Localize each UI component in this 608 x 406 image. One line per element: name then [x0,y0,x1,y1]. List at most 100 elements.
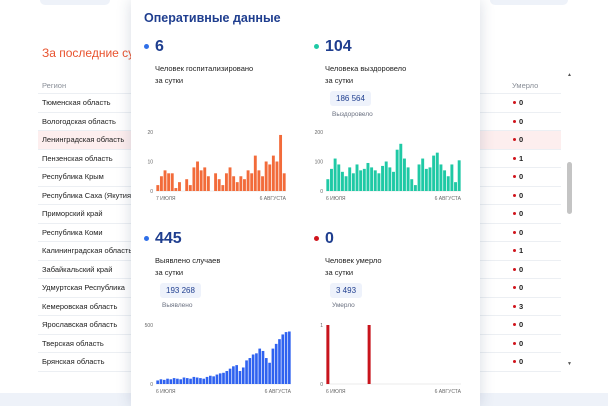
chart-bar[interactable] [351,173,355,191]
chart-bar[interactable] [203,167,207,191]
table-row[interactable]: Тверская область 0 [38,335,561,353]
chart-bar[interactable] [373,170,377,191]
chart-bar[interactable] [225,371,229,384]
chart-bar[interactable] [196,161,199,192]
chart-bar[interactable] [232,176,236,191]
chart-bar[interactable] [432,155,436,191]
chart-bar[interactable] [246,170,250,191]
chart-bar[interactable] [348,167,352,191]
chart-bar[interactable] [163,170,167,191]
chart-bar[interactable] [228,167,232,191]
chart-bar[interactable] [212,376,215,384]
chart-bar[interactable] [410,179,414,191]
table-row[interactable]: Республика Коми 0 [38,224,561,242]
chart-bar[interactable] [281,334,285,384]
table-row[interactable]: Кемеровская область 3 [38,298,561,316]
chart-bar[interactable] [271,348,275,384]
chart-bar[interactable] [261,350,265,384]
chart-bar[interactable] [381,165,385,191]
chart-bar[interactable] [435,152,439,191]
table-row[interactable]: Тюменская область 0 [38,94,561,112]
chart-bar[interactable] [326,179,330,191]
chart-bar[interactable] [344,176,348,191]
chart-bar[interactable] [179,379,183,384]
chart-bar[interactable] [162,379,166,384]
chart-bar[interactable] [192,167,196,191]
chart-bar[interactable] [251,354,255,385]
chart-bar[interactable] [279,134,283,191]
chart-bar[interactable] [241,367,245,384]
chart-bar[interactable] [170,173,174,191]
chart-bar[interactable] [268,362,271,384]
chart-bar[interactable] [221,185,225,191]
chart-bar[interactable] [333,158,337,191]
chart-bar[interactable] [370,167,374,191]
chart-bar[interactable] [406,167,410,191]
chart-bar[interactable] [245,360,248,384]
chart-bar[interactable] [169,379,173,384]
chart-bar[interactable] [199,378,202,384]
chart-bar[interactable] [232,366,235,384]
chart-bar[interactable] [238,371,242,384]
chart-bar[interactable] [182,377,186,384]
chart-bar[interactable] [388,167,392,191]
chart-bar[interactable] [185,179,189,191]
table-row[interactable]: Вологодская область 0 [38,113,561,131]
chart-bar[interactable] [367,325,371,384]
chart-bar[interactable] [288,331,291,384]
chart-bar[interactable] [457,160,461,191]
chart-bar[interactable] [284,332,288,384]
chart-bar[interactable] [355,164,359,191]
chart-bar[interactable] [172,378,176,384]
chart-bar[interactable] [428,167,432,191]
chart-bar[interactable] [174,188,178,191]
chart-bar[interactable] [224,173,228,191]
scroll-down-icon[interactable]: ▼ [567,361,572,367]
chart-bar[interactable] [264,161,268,192]
chart-bar[interactable] [274,343,278,384]
chart-bar[interactable] [189,378,192,384]
chart-bar[interactable] [255,353,258,384]
chart-bar[interactable] [205,376,209,384]
chart-bar[interactable] [443,170,447,191]
chart-bar[interactable] [156,380,159,384]
chart-bar[interactable] [337,164,341,191]
chart-bar[interactable] [359,170,363,191]
chart-bar[interactable] [439,164,443,191]
chart-bar[interactable] [188,185,192,191]
table-row[interactable]: Забайкальский край 0 [38,261,561,279]
chart-bar[interactable] [257,170,261,191]
chart-bar[interactable] [178,182,181,191]
chart-bar[interactable] [185,378,189,384]
chart-bar[interactable] [222,372,225,384]
table-row[interactable]: Ярославская область 0 [38,316,561,334]
chart-bar[interactable] [450,164,454,191]
chart-bar[interactable] [156,185,160,191]
chart-bar[interactable] [366,162,370,191]
chart-bar[interactable] [362,168,366,191]
chart-bar[interactable] [271,155,275,191]
chart-bar[interactable] [209,375,212,384]
chart-bar[interactable] [454,182,457,191]
chart-bar[interactable] [206,176,210,191]
table-row[interactable]: Республика Крым 0 [38,168,561,186]
chart-bar[interactable] [248,358,252,384]
chart-bar[interactable] [243,179,246,191]
chart-bar[interactable] [214,173,218,191]
table-row[interactable]: Республика Саха (Якутия) 0 [38,187,561,205]
chart-bar[interactable] [239,176,243,191]
chart-bar[interactable] [159,379,163,384]
table-scrollbar[interactable]: ▲ ▼ [566,72,573,368]
chart-bar[interactable] [326,325,330,384]
chart-bar[interactable] [421,158,425,191]
chart-bar[interactable] [217,179,221,191]
chart-bar[interactable] [167,173,171,191]
chart-bar[interactable] [399,143,403,191]
chart-bar[interactable] [264,358,268,384]
chart-bar[interactable] [235,182,239,191]
chart-bar[interactable] [159,176,163,191]
scroll-up-icon[interactable]: ▲ [567,72,572,78]
chart-bar[interactable] [424,168,428,191]
chart-bar[interactable] [195,377,199,384]
chart-bar[interactable] [377,173,381,191]
